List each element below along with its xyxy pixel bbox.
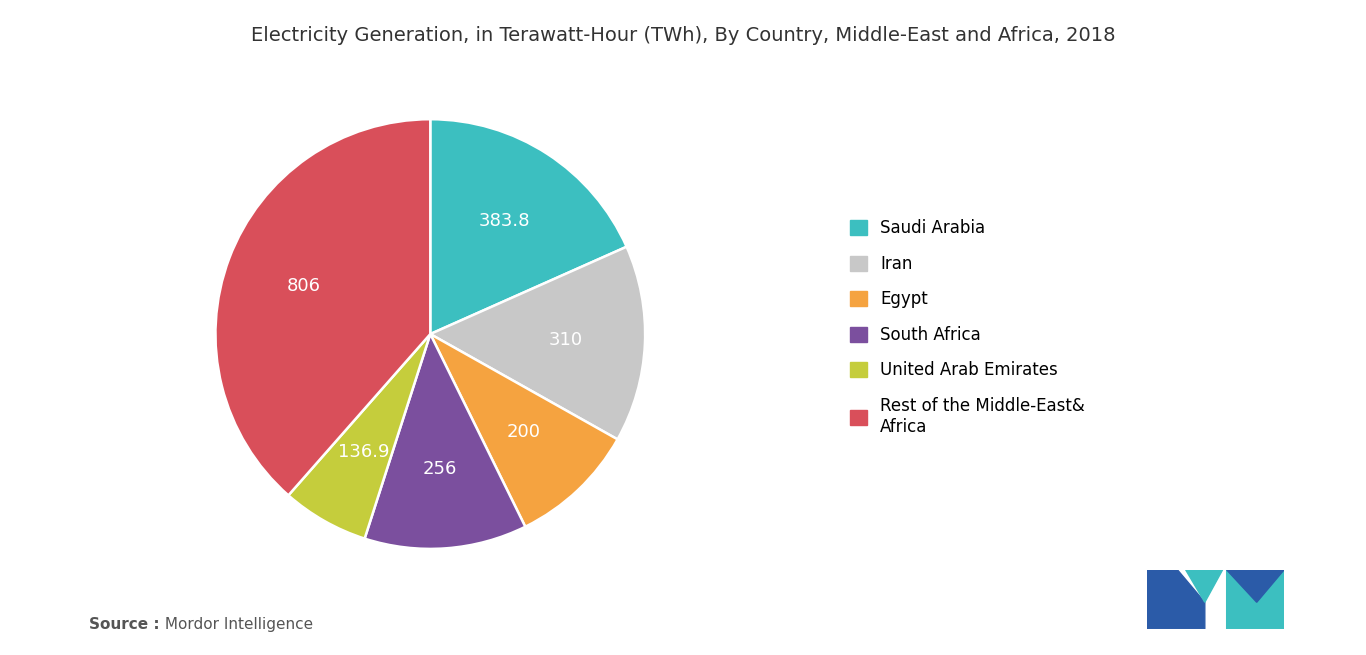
Text: Source :: Source : [89, 617, 160, 632]
Wedge shape [288, 334, 430, 538]
Text: Electricity Generation, in Terawatt-Hour (TWh), By Country, Middle-East and Afri: Electricity Generation, in Terawatt-Hour… [251, 26, 1115, 45]
Legend: Saudi Arabia, Iran, Egypt, South Africa, United Arab Emirates, Rest of the Middl: Saudi Arabia, Iran, Egypt, South Africa,… [841, 211, 1093, 444]
Polygon shape [1227, 570, 1284, 603]
Wedge shape [430, 334, 617, 527]
Wedge shape [365, 334, 526, 549]
Text: 200: 200 [507, 423, 541, 441]
Polygon shape [1186, 570, 1223, 603]
Text: Mordor Intelligence: Mordor Intelligence [160, 617, 313, 632]
Wedge shape [430, 119, 627, 334]
Text: 136.9: 136.9 [337, 443, 389, 460]
Text: 256: 256 [423, 460, 458, 478]
Wedge shape [216, 119, 430, 495]
Text: 310: 310 [548, 331, 582, 349]
Wedge shape [430, 247, 645, 440]
Polygon shape [1147, 570, 1205, 629]
Text: 383.8: 383.8 [478, 212, 530, 229]
Text: 806: 806 [287, 277, 321, 295]
Polygon shape [1227, 570, 1284, 629]
